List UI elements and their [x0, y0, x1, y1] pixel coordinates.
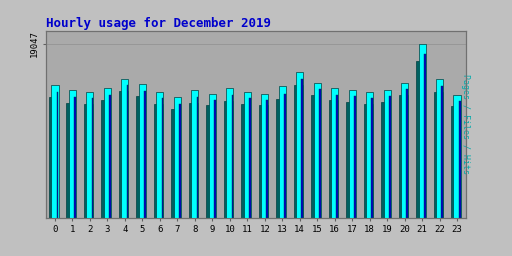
Bar	[197, 97, 198, 218]
Bar	[101, 100, 111, 218]
Bar	[69, 90, 76, 218]
Bar	[156, 92, 163, 218]
Bar	[416, 61, 425, 218]
Bar	[136, 96, 145, 218]
Bar	[276, 99, 285, 218]
Bar	[459, 101, 461, 218]
Bar	[371, 98, 373, 218]
Bar	[259, 105, 268, 218]
Bar	[261, 94, 268, 218]
Bar	[296, 72, 304, 218]
Bar	[434, 92, 443, 218]
Bar	[336, 94, 338, 218]
Bar	[364, 104, 373, 218]
Bar	[354, 96, 356, 218]
Bar	[381, 102, 390, 218]
Bar	[389, 96, 391, 218]
Bar	[231, 95, 233, 218]
Bar	[144, 91, 146, 218]
Bar	[191, 90, 199, 218]
Bar	[401, 83, 409, 218]
Bar	[319, 89, 321, 218]
Bar	[179, 104, 181, 218]
Bar	[329, 100, 338, 218]
Bar	[436, 79, 443, 218]
Bar	[346, 102, 355, 218]
Bar	[162, 98, 163, 218]
Bar	[249, 98, 251, 218]
Bar	[441, 86, 443, 218]
Bar	[214, 100, 216, 218]
Bar	[49, 97, 58, 218]
Bar	[313, 83, 321, 218]
Bar	[86, 92, 94, 218]
Bar	[244, 92, 251, 218]
Bar	[172, 109, 180, 218]
Bar	[126, 86, 129, 218]
Bar	[424, 54, 425, 218]
Bar	[51, 86, 58, 218]
Bar	[279, 86, 286, 218]
Bar	[284, 94, 286, 218]
Bar	[154, 104, 163, 218]
Bar	[139, 84, 146, 218]
Bar	[331, 88, 338, 218]
Bar	[383, 90, 391, 218]
Bar	[103, 88, 111, 218]
Bar	[226, 88, 233, 218]
Bar	[311, 94, 321, 218]
Bar	[407, 89, 408, 218]
Bar	[294, 84, 303, 218]
Bar	[56, 92, 58, 218]
Bar	[84, 104, 93, 218]
Bar	[74, 97, 76, 218]
Bar	[241, 104, 250, 218]
Bar	[92, 98, 93, 218]
Bar	[109, 94, 111, 218]
Bar	[418, 44, 426, 218]
Bar	[366, 92, 373, 218]
Y-axis label: Pages / Files / Hits: Pages / Files / Hits	[461, 74, 470, 174]
Bar	[302, 79, 303, 218]
Text: Hourly usage for December 2019: Hourly usage for December 2019	[46, 17, 271, 29]
Bar	[454, 94, 461, 218]
Bar	[349, 90, 356, 218]
Bar	[119, 91, 128, 218]
Bar	[224, 101, 233, 218]
Bar	[267, 100, 268, 218]
Bar	[206, 105, 216, 218]
Bar	[174, 97, 181, 218]
Bar	[451, 106, 460, 218]
Bar	[67, 103, 75, 218]
Bar	[121, 79, 129, 218]
Bar	[399, 94, 408, 218]
Bar	[189, 103, 198, 218]
Bar	[208, 94, 216, 218]
